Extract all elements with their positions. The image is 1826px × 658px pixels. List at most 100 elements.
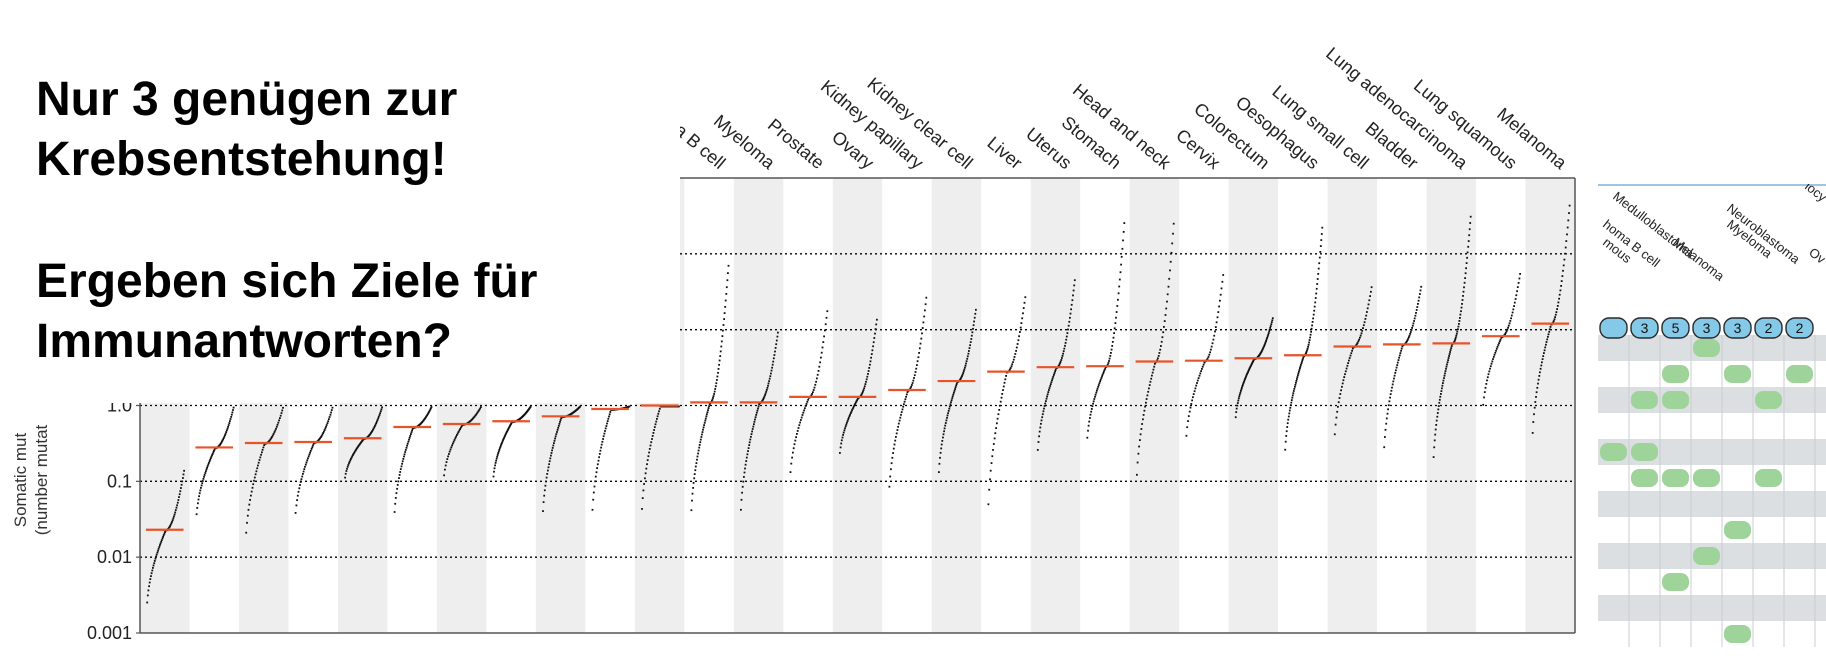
data-point bbox=[1108, 360, 1110, 362]
data-point bbox=[796, 430, 799, 432]
data-point bbox=[1438, 401, 1441, 404]
slide-line-3: Ergeben sich Ziele für bbox=[36, 255, 538, 308]
data-point bbox=[1338, 397, 1341, 399]
data-point bbox=[554, 435, 557, 438]
data-point bbox=[1554, 313, 1557, 316]
data-point bbox=[814, 383, 817, 386]
data-point bbox=[641, 508, 643, 510]
data-point bbox=[250, 490, 253, 493]
data-point bbox=[1464, 277, 1466, 279]
data-point bbox=[1298, 369, 1301, 371]
data-point bbox=[895, 436, 897, 438]
data-point bbox=[1351, 349, 1353, 352]
data-point bbox=[163, 532, 166, 535]
data-point bbox=[699, 438, 702, 441]
data-point bbox=[724, 306, 727, 308]
data-point bbox=[1062, 350, 1065, 353]
data-point bbox=[847, 418, 850, 421]
data-point bbox=[1249, 366, 1251, 369]
data-point bbox=[1001, 393, 1004, 395]
data-point bbox=[818, 365, 821, 368]
data-point bbox=[1201, 365, 1204, 368]
data-point bbox=[969, 341, 972, 343]
data-point bbox=[701, 433, 703, 436]
table-column-label: Melanoma bbox=[1670, 235, 1728, 285]
data-point bbox=[1319, 245, 1322, 247]
data-point bbox=[599, 449, 602, 452]
data-point bbox=[691, 499, 693, 502]
data-point bbox=[1505, 330, 1508, 333]
data-point bbox=[1096, 389, 1098, 392]
data-point bbox=[260, 453, 262, 456]
data-point bbox=[159, 544, 161, 547]
data-point bbox=[606, 422, 608, 425]
data-point bbox=[1087, 424, 1090, 427]
data-point bbox=[755, 414, 758, 416]
data-point bbox=[1538, 375, 1541, 377]
data-point bbox=[892, 447, 895, 450]
data-point bbox=[319, 437, 322, 439]
data-point bbox=[1498, 340, 1501, 343]
data-point bbox=[906, 391, 909, 393]
data-point bbox=[299, 481, 302, 483]
data-point bbox=[1245, 375, 1247, 378]
data-point bbox=[1314, 301, 1317, 304]
data-point bbox=[1386, 412, 1389, 415]
data-point bbox=[403, 453, 406, 456]
data-point bbox=[905, 393, 908, 396]
data-point bbox=[608, 415, 610, 418]
data-point bbox=[1420, 285, 1423, 288]
data-point bbox=[1088, 420, 1091, 423]
data-point bbox=[1300, 362, 1303, 365]
data-point bbox=[352, 453, 355, 455]
data-point bbox=[457, 431, 460, 433]
data-point bbox=[909, 387, 912, 390]
data-point bbox=[496, 455, 499, 458]
data-point bbox=[917, 356, 920, 359]
data-point bbox=[1409, 332, 1412, 335]
data-point bbox=[232, 409, 234, 411]
data-point bbox=[1023, 301, 1026, 304]
data-point bbox=[1245, 374, 1248, 377]
data-point bbox=[692, 482, 695, 484]
data-point bbox=[752, 425, 755, 428]
data-point bbox=[1463, 286, 1465, 289]
data-point bbox=[399, 471, 402, 473]
data-point bbox=[810, 394, 813, 397]
data-point bbox=[426, 414, 429, 416]
data-point bbox=[329, 413, 332, 416]
data-point bbox=[762, 397, 765, 399]
data-point bbox=[1409, 331, 1412, 333]
data-point bbox=[325, 424, 328, 426]
data-point bbox=[1003, 381, 1006, 384]
data-point bbox=[410, 431, 413, 434]
data-point bbox=[839, 446, 842, 449]
data-point bbox=[398, 474, 401, 476]
data-point bbox=[1514, 298, 1517, 300]
data-point bbox=[201, 480, 204, 482]
data-point bbox=[1318, 262, 1321, 265]
data-point bbox=[146, 594, 149, 597]
data-point bbox=[950, 401, 952, 404]
data-point bbox=[716, 375, 719, 378]
data-point bbox=[1200, 370, 1202, 372]
data-point bbox=[852, 406, 855, 409]
data-point bbox=[943, 427, 946, 430]
data-point bbox=[1009, 367, 1012, 369]
data-point bbox=[253, 479, 255, 482]
data-point bbox=[851, 408, 854, 410]
data-point bbox=[529, 405, 532, 408]
data-point bbox=[1413, 317, 1416, 320]
data-point bbox=[1400, 347, 1403, 350]
mutation-cell bbox=[1786, 365, 1813, 383]
data-point bbox=[942, 433, 945, 436]
data-point bbox=[427, 412, 430, 414]
data-point bbox=[793, 443, 796, 446]
data-point bbox=[1444, 372, 1446, 375]
data-point bbox=[916, 364, 918, 366]
data-point bbox=[1068, 320, 1071, 323]
data-point bbox=[1121, 247, 1124, 250]
data-point bbox=[1053, 372, 1056, 374]
data-point bbox=[498, 449, 501, 451]
data-point bbox=[1046, 393, 1049, 396]
